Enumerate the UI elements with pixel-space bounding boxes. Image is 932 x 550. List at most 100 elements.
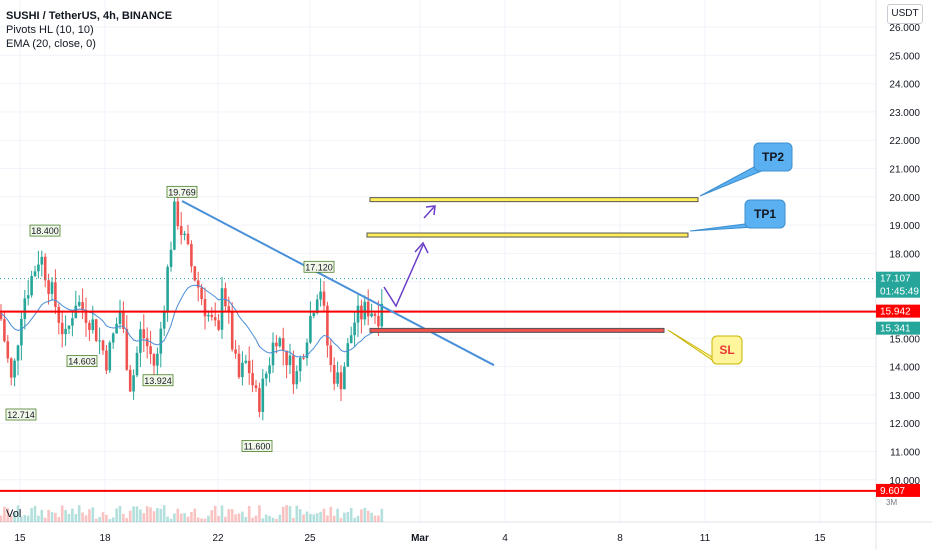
pivot-labels: 19.769 18.400 17.120 14.603 13.924 12.714 11.6… <box>5 185 335 452</box>
candle-body <box>40 256 44 265</box>
candle-body <box>302 357 305 359</box>
pivot-label-box <box>142 374 174 387</box>
volume-bar <box>156 508 159 522</box>
time-tick-label: 4 <box>502 533 508 544</box>
volume-bars <box>0 505 384 522</box>
volume-bar <box>37 515 40 522</box>
volume-bar <box>190 511 193 522</box>
axis-unit-label[interactable]: USDT <box>887 4 923 24</box>
price-tick-label: 23.000 <box>889 108 920 119</box>
volume-bar <box>196 517 200 522</box>
price-tag-value: 15.942 <box>880 307 911 318</box>
callout-pointer-tp2 <box>699 166 766 197</box>
volume-bar <box>169 518 173 522</box>
candle-body <box>200 287 203 300</box>
candle-body <box>186 233 190 245</box>
candle-body <box>309 316 312 343</box>
volume-bar <box>115 508 118 522</box>
ema-line <box>0 284 383 358</box>
volume-bar <box>111 517 115 522</box>
candle-body <box>149 346 152 355</box>
candle-body <box>132 375 135 392</box>
candle-body <box>26 295 30 299</box>
candle-body <box>373 313 377 316</box>
indicator-ema-label[interactable]: EMA (20, close, 0) <box>6 38 96 50</box>
volume-bar <box>366 510 370 522</box>
volume-bar <box>251 517 254 522</box>
volume-bar <box>343 512 346 522</box>
volume-bar <box>285 505 288 522</box>
candle-body <box>166 266 169 312</box>
candle-body <box>57 306 61 323</box>
candle-body <box>275 342 278 347</box>
candle-body <box>329 345 333 366</box>
volume-bar <box>237 513 241 522</box>
volume-bar <box>207 515 210 522</box>
volume-bar <box>230 509 234 522</box>
volume-bar <box>186 516 190 522</box>
volume-bar <box>9 515 13 522</box>
pivot-label-box <box>241 440 273 452</box>
volume-bar <box>40 509 44 522</box>
volume-bar <box>315 513 319 522</box>
time-tick-label: 22 <box>212 533 224 544</box>
candle-body <box>305 342 309 359</box>
pivot-label: 11.600 <box>244 442 271 452</box>
volume-label[interactable]: Vol <box>6 508 22 520</box>
price-tick-label: 10.000 <box>889 476 920 487</box>
candle-body <box>101 340 105 351</box>
volume-bar <box>26 515 30 522</box>
indicator-pivots-label[interactable]: Pivots HL (10, 10) <box>6 24 94 36</box>
candle-body <box>196 280 200 288</box>
candle-body <box>312 313 316 317</box>
candle-body <box>190 244 193 267</box>
candle-body <box>23 298 27 319</box>
volume-bar <box>292 518 295 522</box>
candle-body <box>268 365 271 374</box>
grid <box>0 0 876 522</box>
candle-body <box>213 317 217 321</box>
volume-bar <box>162 505 166 522</box>
volume-bar <box>271 517 275 522</box>
volume-bar <box>74 513 78 522</box>
pivot-label-box <box>66 355 98 367</box>
candle-body <box>377 315 380 327</box>
volume-bar <box>152 511 156 522</box>
volume-bar <box>88 509 91 522</box>
chart-title: SUSHI / TetherUS, 4h, BINANCE <box>6 10 173 22</box>
price-tick-label: 21.000 <box>889 165 920 176</box>
volume-bar <box>332 515 336 522</box>
callout-sl <box>711 335 743 365</box>
candle-body <box>179 226 183 236</box>
callout-label-tp1: TP1 <box>754 207 776 221</box>
price-tick-label: 18.000 <box>889 249 920 260</box>
volume-bar <box>50 512 54 522</box>
candle-body <box>326 305 329 346</box>
candle-body <box>261 378 265 412</box>
volume-bar <box>166 516 169 522</box>
volume-bar <box>275 518 278 522</box>
volume-bar <box>64 510 67 522</box>
candle-body <box>353 322 356 336</box>
candle-body <box>0 312 3 320</box>
projection-arrowhead-1 <box>414 241 429 254</box>
candle-body <box>322 291 326 306</box>
candle-body <box>13 360 16 378</box>
volume-bar <box>322 508 326 522</box>
candle-body <box>319 291 322 300</box>
volume-bar <box>193 508 197 522</box>
volume-bar <box>370 512 373 522</box>
price-tag-value: 15.341 <box>880 324 911 335</box>
volume-bar <box>210 510 214 522</box>
volume-bar <box>234 514 237 522</box>
time-axis: 15 18 22 25 Mar 4 8 11 15 <box>14 533 826 544</box>
candle-body <box>237 353 241 378</box>
time-tick-label: 25 <box>304 533 316 544</box>
volume-bar <box>326 515 329 522</box>
candle-body <box>332 365 336 384</box>
price-tick-label: 25.000 <box>889 51 920 62</box>
candle-body <box>349 335 353 344</box>
volume-bar <box>122 513 125 522</box>
volume-bar <box>224 516 227 522</box>
